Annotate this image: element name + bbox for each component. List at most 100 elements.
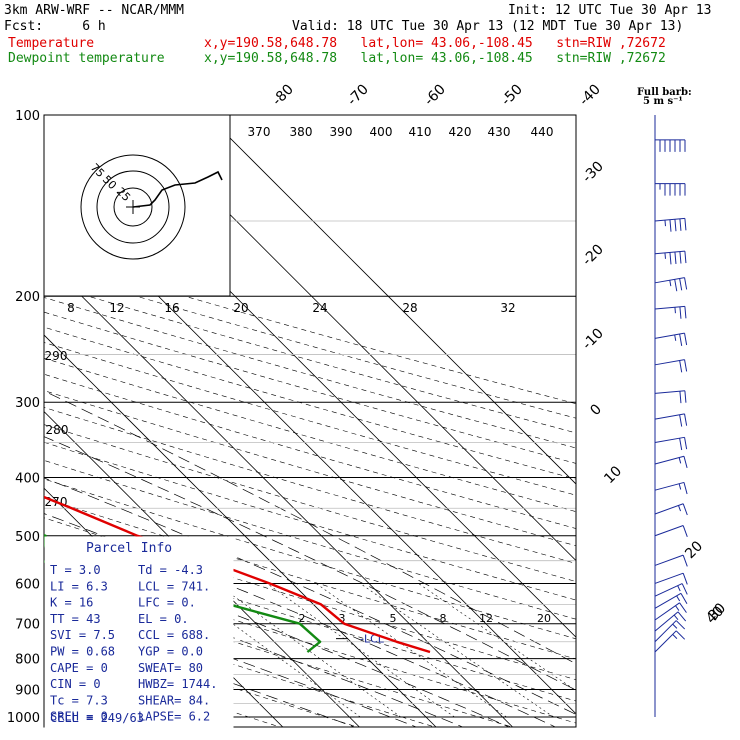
parcel-info-value: HWBZ= 1744. bbox=[138, 677, 217, 691]
barb-flag bbox=[679, 360, 683, 373]
dry-adiabat-line bbox=[44, 357, 576, 513]
barb-legend-title: Full barb: bbox=[637, 87, 692, 98]
dry-adiabat-line bbox=[44, 580, 513, 727]
wind-barb bbox=[654, 413, 688, 427]
wind-barb bbox=[654, 250, 687, 265]
barb-flag bbox=[674, 307, 676, 314]
barb-flag bbox=[674, 334, 677, 341]
parcel-info-value: SVI = 7.5 bbox=[50, 628, 115, 642]
parcel-info-value: TT = 43 bbox=[50, 612, 101, 626]
dewpoint-trace bbox=[44, 533, 322, 653]
hodograph-ring bbox=[113, 187, 153, 227]
moist-adiabat-line bbox=[44, 617, 356, 727]
wind-barb bbox=[654, 436, 688, 451]
wind-barb bbox=[654, 583, 688, 597]
speed-scale-label: 24 bbox=[312, 301, 327, 315]
dry-adiabat-line bbox=[44, 297, 576, 449]
temperature-legend: Temperature bbox=[8, 36, 95, 51]
parcel-info-value: SHEAR= 84. bbox=[138, 693, 210, 707]
parcel-info-value: Td = -4.3 bbox=[138, 563, 203, 577]
barb-flag bbox=[674, 251, 677, 264]
barb-flag bbox=[679, 251, 682, 264]
barb-staff bbox=[654, 332, 685, 339]
wind-barb bbox=[654, 481, 688, 495]
pressure-tick-label: 400 bbox=[15, 471, 40, 486]
barb-flag bbox=[679, 438, 683, 451]
parcel-info-value: Tc = 7.3 bbox=[50, 693, 108, 707]
barb-flag bbox=[664, 252, 666, 259]
mixing-ratio-label: 3 bbox=[339, 612, 346, 625]
isotherm-line bbox=[130, 115, 576, 562]
barb-flag bbox=[680, 593, 688, 605]
barb-flag bbox=[684, 218, 687, 231]
valid-time: Valid: 18 UTC Tue 30 Apr 13 (12 MDT Tue … bbox=[292, 19, 684, 34]
isotherm-line bbox=[44, 257, 513, 727]
parcel-info-value: CAPE = 0 bbox=[50, 661, 108, 675]
barb-staff bbox=[654, 602, 680, 621]
parcel-info-value: YGP = 0.0 bbox=[138, 645, 203, 659]
wind-barb bbox=[654, 572, 688, 585]
barb-flag bbox=[684, 437, 688, 450]
wind-barb bbox=[654, 525, 688, 537]
moist-adiabat-line bbox=[44, 513, 557, 727]
wind-barb bbox=[654, 305, 687, 319]
barb-flag bbox=[669, 280, 672, 287]
theta-label: 290 bbox=[45, 349, 68, 363]
barb-flag bbox=[673, 614, 679, 620]
init-time: Init: 12 UTC Tue 30 Apr 13 bbox=[508, 3, 712, 18]
mixing-ratio-label: 8 bbox=[440, 612, 447, 625]
barb-flag bbox=[678, 505, 682, 512]
hodograph-box bbox=[43, 114, 231, 297]
barb-flag bbox=[683, 482, 688, 495]
model-title: 3km ARW-WRF -- NCAR/MMM bbox=[4, 3, 185, 18]
temperature-tick-label: -80 bbox=[269, 81, 296, 108]
temperature-tick-label: 0 bbox=[587, 401, 605, 419]
dry-adiabat-line bbox=[44, 254, 576, 405]
isotherm-line bbox=[206, 115, 576, 485]
barb-flag bbox=[678, 457, 682, 464]
barb-flag bbox=[678, 483, 682, 490]
speed-scale-label: 8 bbox=[67, 301, 75, 315]
pressure-tick-label: 600 bbox=[15, 577, 40, 592]
pressure-tick-label: 700 bbox=[15, 618, 40, 633]
barb-flag bbox=[684, 277, 688, 290]
barb-staff bbox=[654, 611, 679, 632]
temperature-location: x,y=190.58,648.78 lat,lon= 43.06,-108.45… bbox=[204, 36, 666, 51]
barb-flag bbox=[679, 218, 682, 231]
plot-frame bbox=[43, 114, 577, 728]
dewpoint-location: x,y=190.58,648.78 lat,lon= 43.06,-108.45… bbox=[204, 51, 666, 66]
pressure-tick-label: 300 bbox=[15, 396, 40, 411]
speed-scale-label: 32 bbox=[500, 301, 515, 315]
parcel-info-value: LI = 6.3 bbox=[50, 579, 108, 593]
barb-staff bbox=[654, 572, 684, 584]
speed-scale-label: 28 bbox=[402, 301, 417, 315]
barb-flag bbox=[674, 279, 678, 292]
temperature-tick-label: -10 bbox=[579, 325, 606, 352]
pressure-tick-label: 200 bbox=[15, 290, 40, 305]
wind-barb bbox=[654, 455, 688, 468]
wind-barb bbox=[654, 611, 687, 632]
dry-adiabat-line bbox=[44, 497, 576, 660]
wind-barb bbox=[654, 217, 687, 232]
barb-flag bbox=[679, 333, 683, 346]
barb-flag bbox=[679, 391, 682, 404]
temperature-tick-label: -60 bbox=[421, 81, 448, 108]
parcel-info-value: SWEAT= 80 bbox=[138, 661, 203, 675]
theta-label: 280 bbox=[46, 423, 69, 437]
mixing-ratio-line bbox=[418, 583, 576, 691]
parcel-info-cell: CELL = 249/63 bbox=[50, 711, 144, 725]
barb-staff bbox=[654, 583, 683, 597]
speed-scale-label: 16 bbox=[164, 301, 179, 315]
barb-staff bbox=[654, 525, 684, 537]
moist-adiabat-line bbox=[44, 477, 576, 715]
dry-adiabat-line bbox=[44, 342, 576, 496]
wind-barb bbox=[654, 359, 688, 373]
barb-flag bbox=[675, 620, 686, 630]
temperature-tick-label: -50 bbox=[498, 81, 525, 108]
wind-barb bbox=[655, 139, 686, 152]
isotherm-line bbox=[44, 334, 437, 727]
wind-barb bbox=[654, 592, 688, 609]
dry-adiabat-line bbox=[44, 282, 576, 434]
barb-flag bbox=[677, 585, 681, 592]
barb-staff bbox=[654, 592, 682, 609]
